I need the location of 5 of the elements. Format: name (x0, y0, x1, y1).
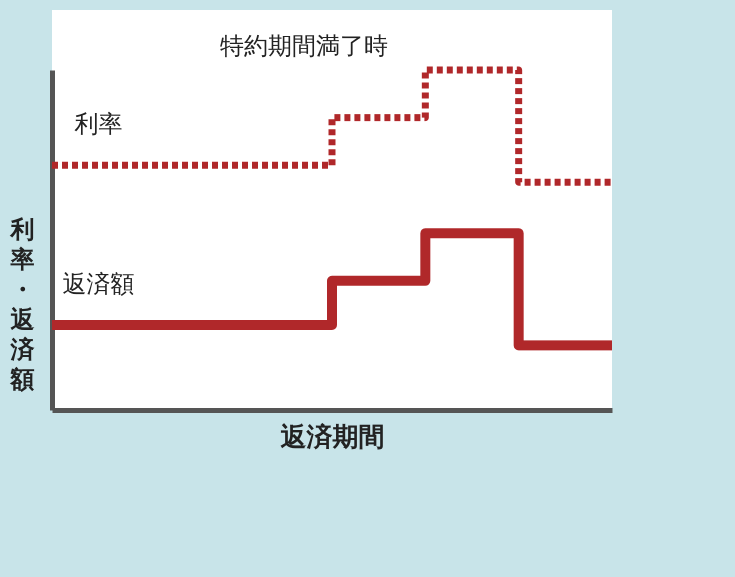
text: 特約期間満了時 (220, 32, 388, 60)
series-label: 利率 (74, 110, 123, 138)
series-label: 返済額 (62, 270, 135, 298)
y-axis-title: 利率・返済額 (10, 216, 34, 394)
x-axis-title: 返済期間 (280, 422, 384, 452)
